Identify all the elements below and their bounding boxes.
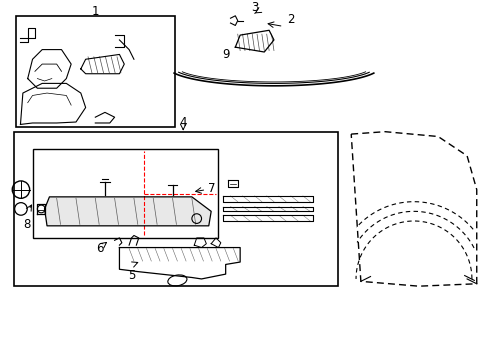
Text: 7: 7	[208, 182, 216, 195]
Text: 6: 6	[96, 242, 103, 255]
Bar	[16, 16, 175, 127]
Polygon shape	[44, 197, 211, 226]
Text: 1: 1	[91, 5, 99, 18]
Text: 9: 9	[222, 48, 229, 61]
Bar	[14, 132, 337, 286]
Text: 5: 5	[127, 269, 135, 282]
Text: 4: 4	[179, 117, 186, 130]
Text: 3: 3	[250, 1, 258, 14]
Text: 2: 2	[286, 13, 294, 26]
Text: 8: 8	[23, 218, 30, 231]
Bar	[33, 149, 218, 238]
